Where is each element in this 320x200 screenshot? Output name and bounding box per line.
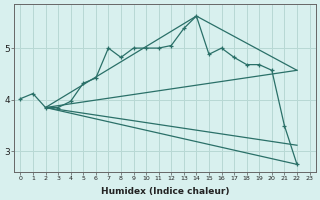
X-axis label: Humidex (Indice chaleur): Humidex (Indice chaleur)	[101, 187, 229, 196]
